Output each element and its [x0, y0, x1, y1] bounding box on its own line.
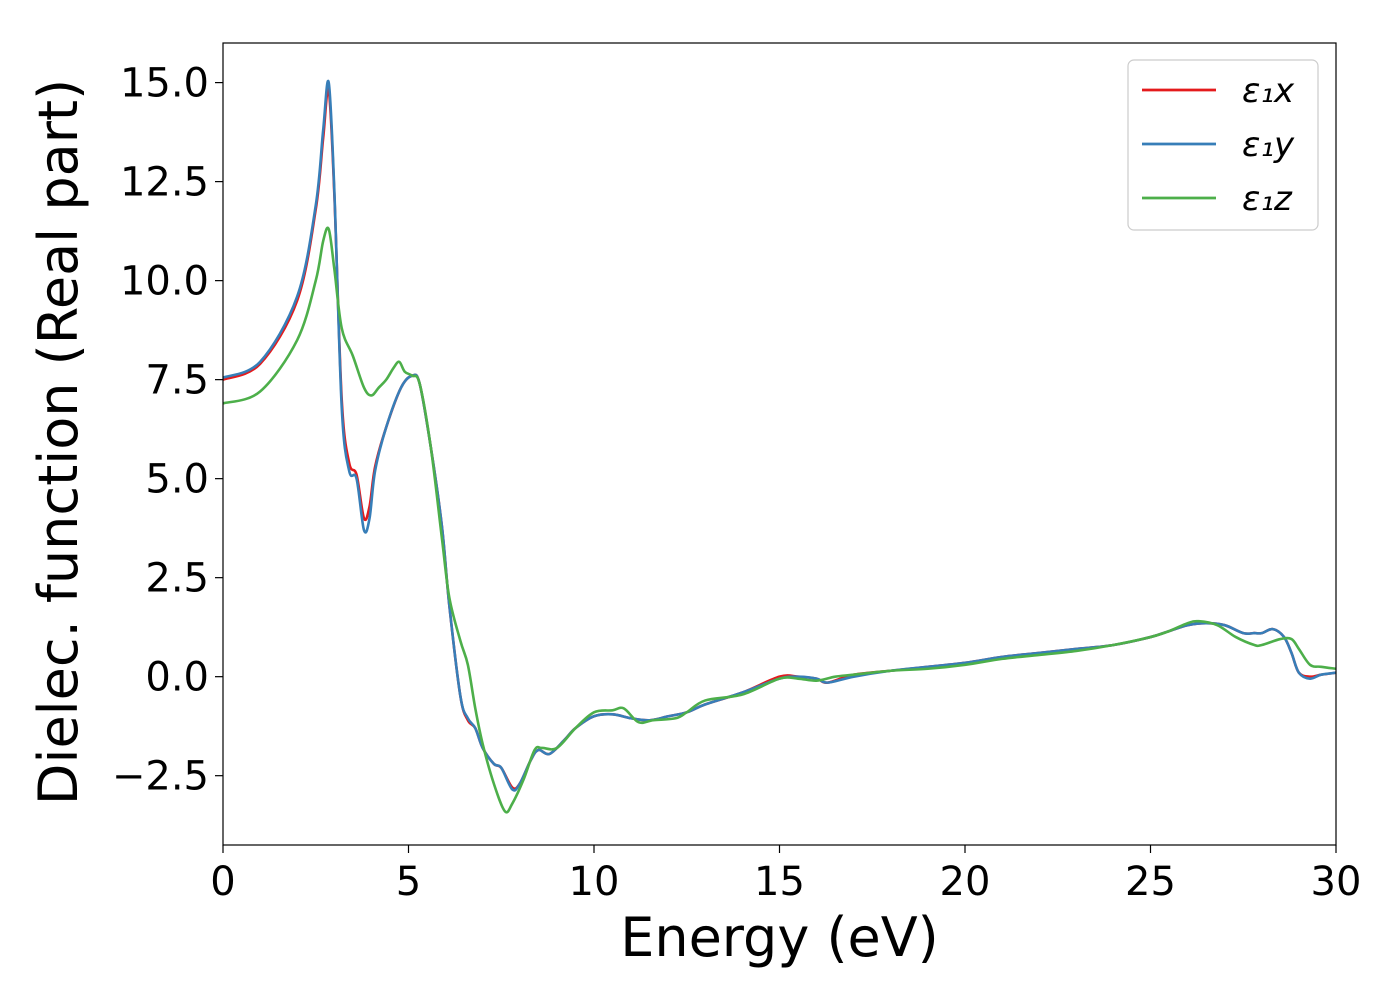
legend-label: ε₁z — [1242, 179, 1293, 219]
y-tick-label: 10.0 — [120, 259, 209, 305]
legend-label: ε₁y — [1242, 125, 1295, 165]
y-tick-label: −2.5 — [112, 754, 209, 800]
y-axis-ticks: −2.5 0.0 2.5 5.0 7.5 10.0 12.5 15.0 — [112, 61, 223, 800]
x-tick-label: 5 — [396, 859, 421, 905]
y-tick-label: 12.5 — [120, 160, 209, 206]
series-layer — [223, 79, 1336, 814]
x-tick-label: 25 — [1125, 859, 1176, 905]
y-tick-label: 5.0 — [145, 457, 209, 503]
legend-box — [1127, 59, 1319, 231]
x-tick-label: 10 — [569, 859, 620, 905]
series-line-eps1-z — [223, 226, 1336, 814]
x-tick-label: 0 — [210, 859, 235, 905]
y-tick-label: 0.0 — [145, 655, 209, 701]
y-tick-label: 7.5 — [145, 358, 209, 404]
legend-label: ε₁x — [1242, 71, 1295, 111]
y-tick-label: 15.0 — [120, 61, 209, 107]
x-tick-label: 20 — [940, 859, 991, 905]
y-tick-label: 2.5 — [145, 556, 209, 602]
x-axis-label: Energy (eV) — [620, 906, 939, 969]
y-axis-label: Dielec. function (Real part) — [27, 79, 90, 805]
x-axis-ticks: 0 5 10 15 20 25 30 — [210, 845, 1361, 905]
x-tick-label: 15 — [754, 859, 805, 905]
x-tick-label: 30 — [1311, 859, 1362, 905]
legend: ε₁x ε₁y ε₁z — [1127, 59, 1319, 231]
